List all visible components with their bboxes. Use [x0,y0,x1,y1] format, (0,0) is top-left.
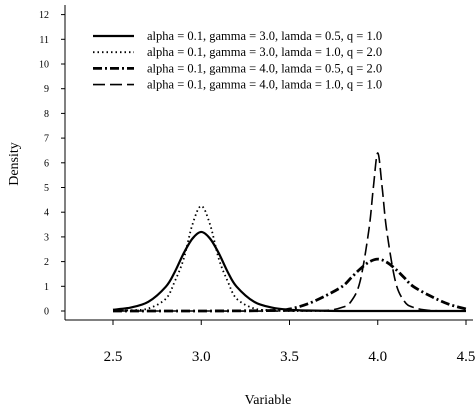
legend-label-3: alpha = 0.1, gamma = 4.0, lamda = 0.5, q… [147,61,382,75]
y-tick-label: 3 [44,232,49,243]
y-tick-label: 11 [39,35,49,46]
y-tick-label: 2 [44,257,49,268]
series-line-2 [112,205,466,312]
y-tick-label: 5 [44,183,49,194]
legend: alpha = 0.1, gamma = 3.0, lamda = 0.5, q… [93,29,382,92]
y-tick-label: 4 [44,208,49,219]
legend-label-2: alpha = 0.1, gamma = 3.0, lamda = 1.0, q… [147,45,382,59]
series-layer [112,152,467,313]
y-tick-label: 12 [39,10,49,21]
legend-label-4: alpha = 0.1, gamma = 4.0, lamda = 1.0, q… [147,78,382,92]
y-tick-label: 1 [44,282,49,293]
y-axis-title: Density [7,142,22,186]
y-tick-label: 9 [44,84,49,95]
y-tick-label: 10 [39,60,49,71]
series-line-4 [113,152,467,312]
legend-label-1: alpha = 0.1, gamma = 3.0, lamda = 0.5, q… [147,29,382,43]
x-tick-label: 4.5 [457,349,476,365]
x-tick-label: 3.5 [280,349,299,365]
x-tick-label: 3.0 [192,349,211,365]
x-tick-label: 2.5 [104,349,123,365]
y-tick-label: 6 [44,158,49,169]
x-axis-title: Variable [245,393,292,408]
x-tick-label: 4.0 [368,349,387,365]
y-tick-label: 8 [44,109,49,120]
y-tick-label: 7 [44,134,49,145]
y-tick-label: 0 [44,307,49,318]
